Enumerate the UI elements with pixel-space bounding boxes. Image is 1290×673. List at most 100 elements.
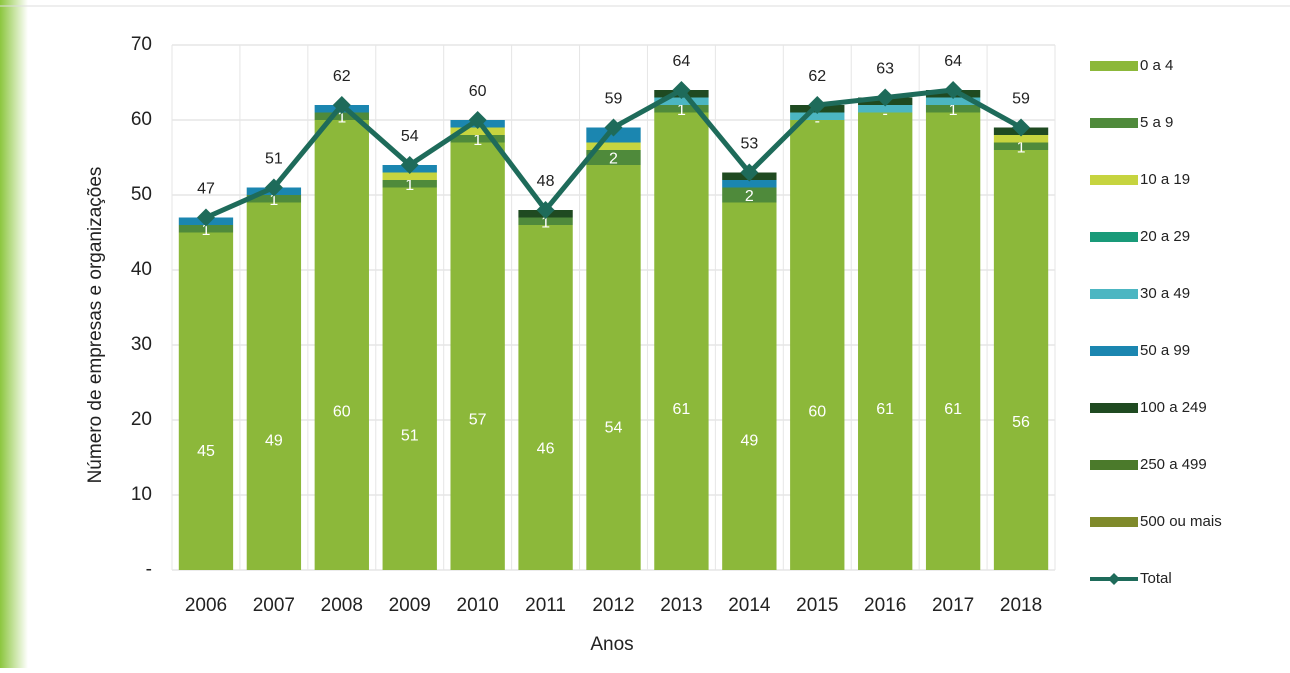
data-label: - [815,113,820,130]
data-label: 1 [541,214,550,231]
total-label: 62 [808,68,826,85]
x-tick-label: 2017 [932,595,974,616]
y-tick-label: 40 [131,259,152,280]
total-label: 59 [605,91,623,108]
data-label: 49 [740,433,758,450]
data-label: 1 [1017,139,1026,156]
bar-segment [450,127,505,135]
x-tick-label: 2011 [525,595,566,616]
bar-segment [654,97,709,105]
x-tick-label: 2013 [660,595,702,616]
x-tick-label: 2006 [185,595,227,616]
legend-label: 20 a 29 [1140,228,1190,245]
x-axis-label: Anos [590,634,633,655]
bar-segment [450,142,505,570]
legend-swatch [1090,289,1138,299]
y-tick-label: 50 [131,184,152,205]
data-label: 46 [537,440,555,457]
bar-segment [858,105,913,113]
bar-segment [178,232,234,570]
total-marker [808,96,827,114]
total-marker [332,96,351,114]
total-marker [400,156,419,174]
data-label: 2 [745,188,754,205]
total-label: 64 [673,53,691,70]
bar-segment [925,105,981,113]
bar-segment [246,195,302,203]
data-label: 1 [269,192,278,209]
x-tick-label: 2009 [389,595,431,616]
legend-swatch [1090,118,1138,128]
bar-segment [722,202,777,570]
legend-label: 10 a 19 [1140,171,1190,188]
total-label: 54 [401,128,419,145]
total-marker [740,163,759,182]
total-label: 51 [265,151,283,168]
x-tick-label: 2016 [864,595,906,616]
legend-swatch [1090,517,1138,527]
total-label: 62 [333,68,351,85]
legend-label: Total [1140,570,1172,587]
data-label: 61 [673,401,691,418]
x-tick-label: 2007 [253,595,295,616]
legend-swatch [1090,232,1138,242]
legend-label: 30 a 49 [1140,285,1190,302]
y-tick-label: 60 [131,109,152,130]
bar-segment [722,180,777,188]
data-label: 56 [1012,414,1030,431]
data-label: 1 [473,132,482,149]
data-label: 57 [469,412,487,429]
bar-segment [382,187,437,570]
bar-segment [246,202,302,570]
total-marker [196,208,215,227]
total-label: 60 [469,83,487,100]
data-label: - [883,106,888,123]
total-marker [604,118,623,137]
legend-swatch [1090,61,1138,71]
bar-segment [314,112,369,120]
total-marker [672,81,691,99]
legend-label: 50 a 99 [1140,342,1190,359]
x-tick-label: 2008 [321,595,363,616]
total-marker [264,178,283,197]
data-label: 51 [401,427,419,444]
data-label: 1 [677,102,686,119]
bar-segment [925,97,981,105]
data-label: 54 [605,419,623,436]
bar-segment [586,150,641,165]
data-label: 1 [405,177,414,194]
legend-swatch [1090,346,1138,356]
legend-label: 0 a 4 [1140,57,1173,74]
y-axis-label: Número de empresas e organizações [85,167,106,484]
bar-segment [925,112,981,570]
data-label: 49 [265,433,283,450]
bar-segment [178,225,234,233]
x-tick-label: 2010 [457,595,499,616]
x-tick-label: 2018 [1000,595,1042,616]
bar-segment [382,180,437,188]
legend-label: 500 ou mais [1140,513,1222,530]
total-marker [944,81,963,99]
data-label: 1 [337,109,346,126]
total-label: 59 [1012,91,1030,108]
total-marker [468,111,487,129]
total-marker [536,201,555,219]
data-label: 1 [949,102,958,119]
x-tick-label: 2014 [728,595,771,616]
decor-edge [0,0,28,668]
bar-segment [654,105,709,113]
data-label: 45 [197,443,215,460]
total-label: 53 [740,136,758,153]
legend-marker [1108,573,1120,585]
y-tick-label: 30 [131,334,152,355]
total-label: 48 [537,173,555,190]
bar-segment [654,112,709,570]
legend-label: 5 a 9 [1140,114,1173,131]
total-label: 64 [944,53,962,70]
total-marker [876,88,895,107]
total-label: 47 [197,181,215,198]
bar-segment [518,225,573,570]
bar-segment [382,172,437,180]
bar-segment [993,135,1049,143]
